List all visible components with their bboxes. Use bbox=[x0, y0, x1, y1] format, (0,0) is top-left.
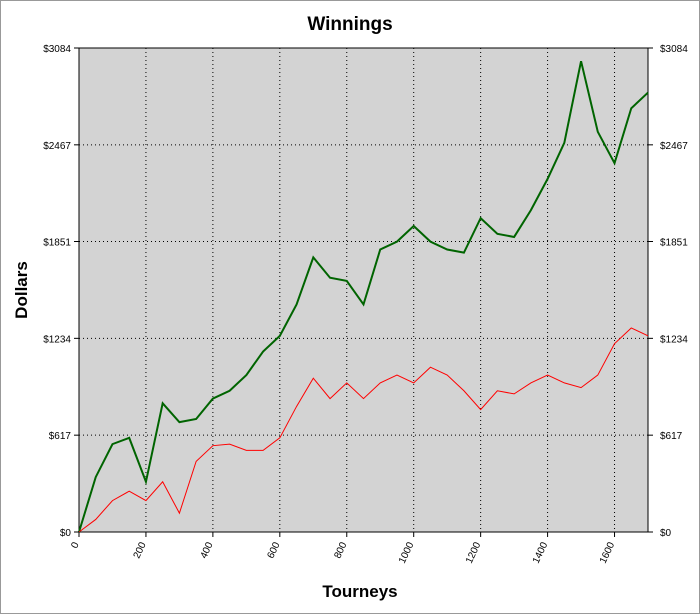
y-tick-label: $0 bbox=[60, 528, 72, 539]
y-tick-label: $3084 bbox=[43, 44, 71, 55]
x-axis-label: Tourneys bbox=[322, 582, 397, 601]
y2-tick-label: $0 bbox=[660, 528, 672, 539]
y-tick-label: $617 bbox=[49, 431, 72, 442]
y2-tick-label: $1234 bbox=[660, 334, 688, 345]
chart-title: Winnings bbox=[307, 14, 392, 35]
series-line bbox=[78, 60, 649, 533]
plot-area bbox=[78, 47, 649, 533]
y-axis-label: Dollars bbox=[12, 261, 31, 319]
y2-tick-label: $2467 bbox=[660, 141, 688, 152]
y-tick-label: $2467 bbox=[43, 141, 71, 152]
series-line bbox=[78, 327, 649, 533]
y-tick-label: $1234 bbox=[43, 334, 71, 345]
y2-tick-label: $617 bbox=[660, 431, 683, 442]
x-tick-label: 0 bbox=[69, 540, 82, 550]
grid bbox=[78, 47, 648, 533]
y-tick-label: $1851 bbox=[43, 238, 71, 249]
y2-tick-label: $1851 bbox=[660, 238, 688, 249]
y2-tick-label: $3084 bbox=[660, 44, 688, 55]
lines bbox=[78, 60, 649, 533]
